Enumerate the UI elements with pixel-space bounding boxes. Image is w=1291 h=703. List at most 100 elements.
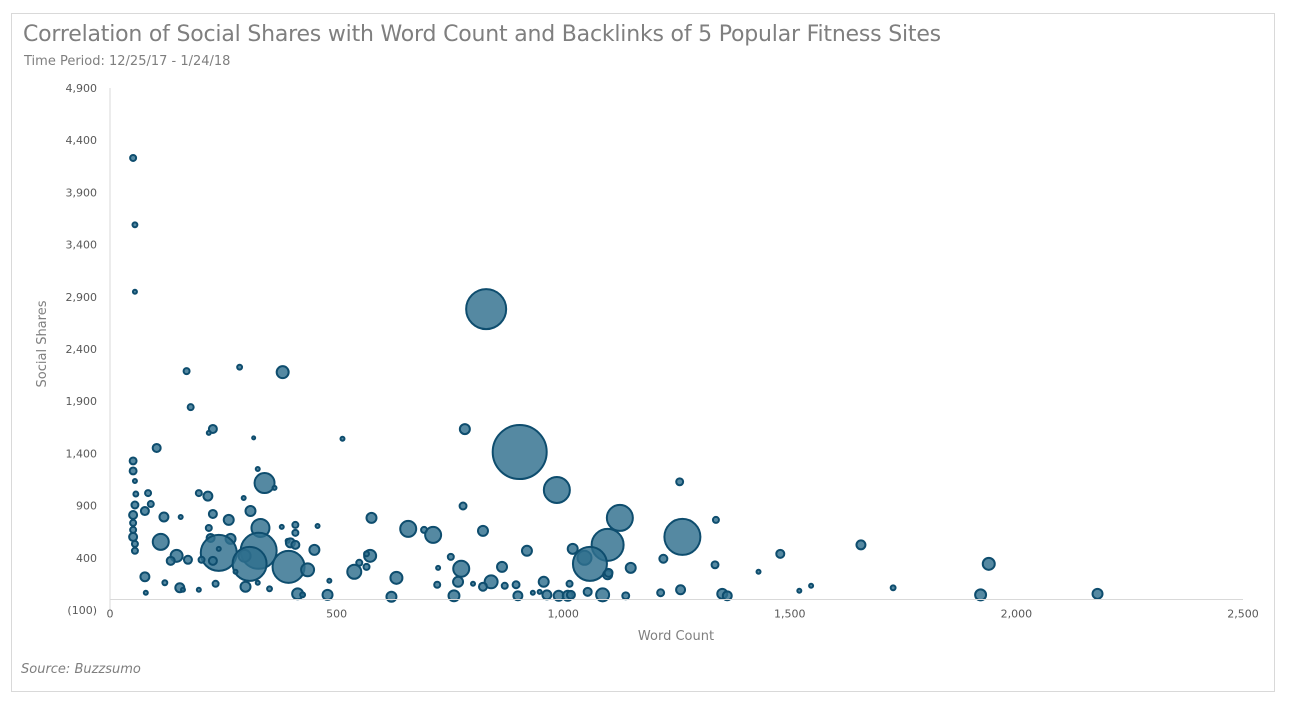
bubble-point[interactable] (566, 542, 579, 555)
bubble-point[interactable] (197, 555, 206, 564)
bubble-point[interactable] (132, 490, 140, 498)
bubble-point[interactable] (222, 513, 235, 526)
bubble-point[interactable] (326, 577, 333, 584)
bubble-point[interactable] (542, 475, 571, 504)
bubble-point[interactable] (254, 465, 261, 472)
bubble-point[interactable] (139, 571, 151, 583)
bubble-point[interactable] (424, 525, 443, 544)
bubble-point[interactable] (291, 528, 300, 537)
bubble-point[interactable] (271, 549, 306, 584)
bubble-point[interactable] (146, 500, 155, 509)
bubble-point[interactable] (182, 554, 193, 565)
bubble-point[interactable] (207, 508, 218, 519)
bubble-point[interactable] (131, 477, 138, 484)
bubble-point[interactable] (207, 555, 218, 566)
bubble-point[interactable] (271, 484, 278, 491)
bubble-point[interactable] (433, 580, 442, 589)
bubble-point[interactable] (775, 548, 786, 559)
bubble-point[interactable] (389, 570, 404, 585)
bubble-point[interactable] (512, 590, 524, 602)
bubble-point[interactable] (151, 532, 170, 551)
bubble-point[interactable] (314, 522, 321, 529)
bubble-point[interactable] (131, 221, 139, 229)
bubble-point[interactable] (399, 519, 418, 538)
bubble-point[interactable] (447, 589, 461, 603)
bubble-point[interactable] (139, 506, 150, 517)
bubble-point[interactable] (458, 423, 471, 436)
bubble-point[interactable] (537, 575, 550, 588)
bubble-point[interactable] (244, 505, 257, 518)
bubble-point[interactable] (278, 523, 285, 530)
bubble-point[interactable] (211, 579, 220, 588)
bubble-point[interactable] (253, 472, 276, 495)
bubble-point[interactable] (195, 586, 202, 593)
bubble-point[interactable] (603, 567, 614, 578)
bubble-point[interactable] (675, 584, 687, 596)
bubble-point[interactable] (346, 563, 363, 580)
bubble-point[interactable] (496, 560, 509, 573)
bubble-point[interactable] (202, 490, 214, 502)
bubble-point[interactable] (500, 581, 509, 590)
bubble-point[interactable] (363, 550, 370, 558)
bubble-point[interactable] (299, 591, 307, 599)
bubble-point[interactable] (129, 153, 138, 162)
bubble-point[interactable] (142, 589, 149, 596)
bubble-point[interactable] (435, 564, 442, 571)
bubble-point[interactable] (605, 503, 634, 532)
bubble-point[interactable] (491, 424, 548, 481)
bubble-point[interactable] (131, 288, 138, 295)
bubble-point[interactable] (266, 585, 273, 593)
bubble-point[interactable] (130, 539, 139, 548)
bubble-point[interactable] (458, 501, 468, 511)
bubble-point[interactable] (186, 403, 195, 412)
bubble-point[interactable] (477, 581, 488, 592)
bubble-point[interactable] (755, 568, 762, 575)
bubble-point[interactable] (981, 556, 996, 571)
bubble-point[interactable] (658, 553, 669, 564)
bubble-point[interactable] (675, 477, 685, 487)
bubble-point[interactable] (452, 559, 471, 578)
bubble-point[interactable] (808, 582, 815, 589)
bubble-point[interactable] (571, 545, 608, 582)
bubble-point[interactable] (291, 520, 300, 529)
bubble-point[interactable] (621, 591, 631, 601)
bubble-point[interactable] (385, 590, 398, 603)
bubble-point[interactable] (275, 365, 290, 380)
bubble-point[interactable] (177, 513, 184, 520)
bubble-point[interactable] (130, 546, 139, 555)
bubble-point[interactable] (483, 574, 499, 590)
bubble-point[interactable] (199, 533, 238, 572)
bubble-point[interactable] (595, 587, 611, 603)
bubble-point[interactable] (300, 562, 316, 578)
bubble-point[interactable] (215, 545, 222, 552)
bubble-point[interactable] (158, 511, 170, 523)
bubble-point[interactable] (308, 543, 321, 556)
bubble-point[interactable] (974, 588, 988, 602)
bubble-point[interactable] (446, 552, 455, 561)
bubble-point[interactable] (182, 367, 191, 376)
bubble-point[interactable] (541, 589, 553, 601)
bubble-point[interactable] (476, 524, 489, 537)
bubble-point[interactable] (194, 489, 203, 498)
bubble-point[interactable] (232, 568, 239, 575)
bubble-point[interactable] (290, 539, 301, 550)
bubble-point[interactable] (796, 587, 803, 594)
bubble-point[interactable] (452, 575, 465, 588)
bubble-point[interactable] (236, 363, 244, 371)
bubble-point[interactable] (536, 588, 543, 595)
bubble-point[interactable] (128, 456, 138, 466)
bubble-point[interactable] (470, 580, 477, 587)
bubble-point[interactable] (362, 562, 371, 571)
bubble-point[interactable] (128, 509, 139, 520)
bubble-point[interactable] (529, 589, 536, 596)
bubble-point[interactable] (855, 539, 867, 551)
bubble-point[interactable] (710, 560, 720, 570)
bubble-point[interactable] (130, 500, 140, 510)
bubble-point[interactable] (128, 466, 138, 476)
bubble-point[interactable] (239, 580, 252, 593)
bubble-point[interactable] (520, 544, 533, 557)
bubble-point[interactable] (624, 561, 637, 574)
bubble-point[interactable] (321, 588, 334, 601)
bubble-point[interactable] (251, 435, 257, 441)
bubble-point[interactable] (365, 511, 378, 524)
